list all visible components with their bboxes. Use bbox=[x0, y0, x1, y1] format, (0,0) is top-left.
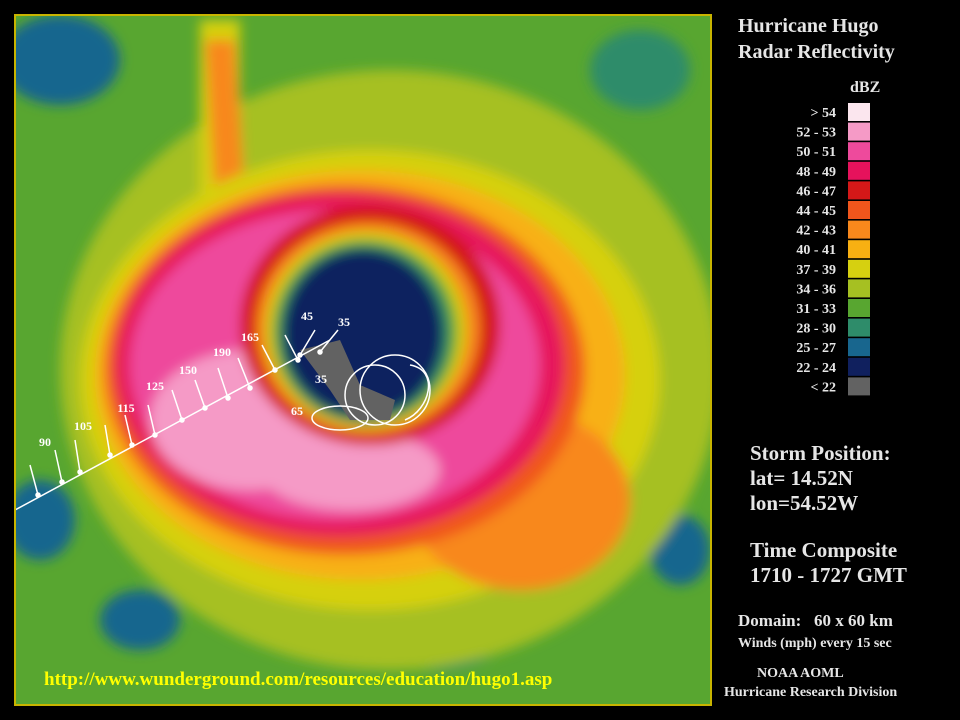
legend-label: 40 - 41 bbox=[796, 243, 836, 258]
legend-label: 31 - 33 bbox=[796, 302, 836, 317]
legend-label: 22 - 24 bbox=[796, 361, 836, 376]
wind-label: 45 bbox=[301, 309, 313, 323]
wind-arrow-head bbox=[59, 479, 65, 485]
legend-label: > 54 bbox=[811, 106, 836, 121]
legend-label: 50 - 51 bbox=[796, 145, 836, 160]
legend-swatch bbox=[848, 318, 870, 337]
wind-label: 35 bbox=[315, 372, 327, 386]
wind-label: 190 bbox=[213, 345, 231, 359]
legend-unit: dBZ bbox=[850, 79, 880, 96]
wind-arrow-head bbox=[35, 492, 41, 498]
legend-label: 25 - 27 bbox=[796, 341, 836, 356]
legend-label: 52 - 53 bbox=[796, 126, 836, 141]
legend-swatch bbox=[848, 357, 870, 376]
radar-image: 90 105 115 125 150 190 165 45 35 35 65 bbox=[15, 15, 711, 705]
legend-label: 42 - 43 bbox=[796, 224, 836, 239]
wind-label: 105 bbox=[74, 419, 92, 433]
wind-arrow-head bbox=[202, 405, 208, 411]
wind-label: 65 bbox=[291, 404, 303, 418]
wind-arrow bbox=[217, 367, 229, 399]
wind-arrow-head bbox=[77, 469, 83, 475]
legend-swatch bbox=[848, 240, 870, 259]
legend-swatch bbox=[848, 377, 870, 396]
wind-arrow bbox=[147, 404, 156, 436]
wind-arrow bbox=[319, 329, 339, 353]
title: Hurricane Hugo bbox=[738, 15, 879, 37]
wind-arrow bbox=[124, 414, 133, 446]
wind-arrow bbox=[261, 344, 276, 371]
wind-label: 90 bbox=[39, 435, 51, 449]
legend-label: 28 - 30 bbox=[796, 322, 836, 337]
wind-label: 35 bbox=[338, 315, 350, 329]
legend-label: 37 - 39 bbox=[796, 263, 836, 278]
legend-swatch bbox=[848, 181, 870, 200]
legend-swatch bbox=[848, 299, 870, 317]
wind-arrow-head bbox=[152, 432, 158, 438]
legend-swatch bbox=[848, 142, 870, 161]
legend-swatch bbox=[848, 103, 870, 121]
legend-swatch bbox=[848, 259, 870, 278]
image-frame bbox=[14, 14, 712, 706]
wind-arrow bbox=[194, 379, 206, 409]
credit: Hurricane Research Division bbox=[724, 685, 897, 700]
legend-swatch bbox=[848, 338, 870, 357]
wind-arrow-head bbox=[295, 357, 301, 363]
domain: Domain: 60 x 60 km bbox=[738, 611, 893, 630]
wind-arrow bbox=[299, 329, 316, 356]
wind-arrow bbox=[171, 389, 183, 421]
legend-swatch bbox=[848, 201, 870, 219]
legend-label: 34 - 36 bbox=[796, 282, 836, 297]
storm-heading: Storm Position: bbox=[750, 441, 891, 465]
wind-arrow-head bbox=[179, 417, 185, 423]
wind-arrow-head bbox=[297, 352, 303, 358]
time-range: 1710 - 1727 GMT bbox=[750, 563, 907, 587]
wind-arrow-head bbox=[225, 395, 231, 401]
wind-arrow bbox=[74, 439, 81, 473]
wind-label: 125 bbox=[146, 379, 164, 393]
wind-label: 115 bbox=[117, 401, 134, 415]
legend-label: 46 - 47 bbox=[796, 184, 836, 199]
wind-arrow bbox=[284, 334, 299, 361]
title: Radar Reflectivity bbox=[738, 41, 895, 63]
winds-note: Winds (mph) every 15 sec bbox=[738, 636, 892, 651]
legend-label: 44 - 45 bbox=[796, 204, 836, 219]
storm-lat: lat= 14.52N bbox=[750, 466, 853, 490]
wind-arrow bbox=[237, 357, 251, 389]
wind-arrow-head bbox=[107, 452, 113, 458]
legend-label: 48 - 49 bbox=[796, 165, 836, 180]
wind-arrow-head bbox=[247, 385, 253, 391]
wind-arrow-head bbox=[129, 442, 135, 448]
legend-swatch bbox=[848, 161, 870, 180]
time-heading: Time Composite bbox=[750, 538, 897, 562]
wind-arrow bbox=[29, 464, 39, 496]
wind-arrow-head bbox=[317, 349, 323, 355]
credit: NOAA AOML bbox=[757, 666, 844, 681]
wind-arrow-head bbox=[272, 367, 278, 373]
wind-arrow bbox=[54, 449, 63, 483]
wind-arrow bbox=[104, 424, 111, 456]
legend-swatch bbox=[848, 220, 870, 239]
storm-lon: lon=54.52W bbox=[750, 491, 858, 515]
legend-label: < 22 bbox=[811, 380, 836, 395]
legend-swatch bbox=[848, 279, 870, 298]
wind-label: 165 bbox=[241, 330, 259, 344]
wind-label: 150 bbox=[179, 363, 197, 377]
url: http://www.wunderground.com/resources/ed… bbox=[44, 669, 552, 690]
legend-swatch bbox=[848, 122, 870, 141]
